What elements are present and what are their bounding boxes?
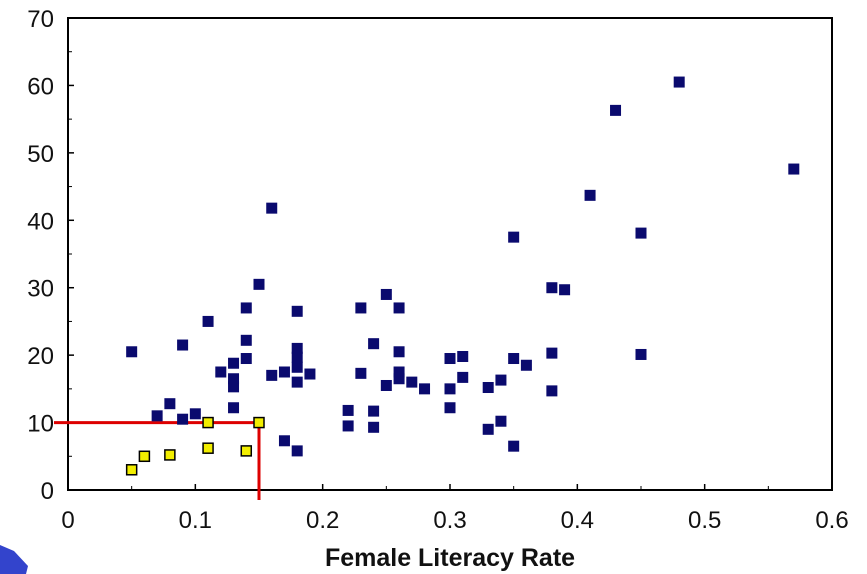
data-point	[240, 334, 252, 346]
data-point	[635, 227, 647, 239]
data-point	[495, 374, 507, 386]
data-point	[342, 404, 354, 416]
data-point	[393, 373, 405, 385]
data-point	[177, 413, 189, 425]
data-point	[278, 435, 290, 447]
y-tick-label: 0	[41, 478, 54, 505]
data-point	[406, 376, 418, 388]
y-tick-label: 40	[27, 208, 54, 235]
y-tick-label: 30	[27, 276, 54, 303]
data-point	[482, 423, 494, 435]
data-point	[202, 315, 214, 327]
y-tick-label: 50	[27, 141, 54, 168]
data-point	[457, 371, 469, 383]
x-tick-label: 0.5	[688, 507, 721, 534]
data-point	[215, 366, 227, 378]
x-tick-label: 0	[61, 507, 74, 534]
data-point	[673, 76, 685, 88]
data-point	[546, 385, 558, 397]
data-point	[380, 379, 392, 391]
plot-decoration	[0, 545, 28, 574]
x-tick-label: 0.3	[433, 507, 466, 534]
highlight-data-point	[164, 449, 176, 461]
data-point	[444, 353, 456, 365]
data-points	[125, 76, 800, 476]
data-point	[559, 284, 571, 296]
data-point	[266, 369, 278, 381]
y-tick-label: 70	[27, 6, 54, 33]
data-point	[304, 368, 316, 380]
data-point	[546, 282, 558, 294]
data-point	[240, 353, 252, 365]
x-tick-label: 0.4	[561, 507, 594, 534]
data-point	[177, 339, 189, 351]
data-point	[291, 342, 303, 354]
data-point	[508, 231, 520, 243]
data-point	[380, 288, 392, 300]
x-tick-label: 0.1	[179, 507, 212, 534]
data-point	[444, 383, 456, 395]
y-tick-label: 60	[27, 73, 54, 100]
data-point	[635, 348, 647, 360]
data-point	[291, 305, 303, 317]
data-point	[151, 410, 163, 422]
x-tick-label: 0.2	[306, 507, 339, 534]
data-point	[508, 353, 520, 365]
x-axis-title: Female Literacy Rate	[325, 544, 575, 572]
data-point	[189, 408, 201, 420]
data-point	[444, 402, 456, 414]
data-point	[278, 366, 290, 378]
highlight-data-point	[138, 450, 151, 463]
data-point	[393, 366, 405, 378]
highlight-data-point	[253, 416, 265, 429]
data-point	[546, 347, 558, 359]
data-point	[240, 302, 252, 314]
data-point	[788, 163, 800, 175]
data-point	[266, 202, 278, 214]
data-point	[291, 361, 303, 373]
data-point	[228, 357, 240, 369]
data-point	[355, 367, 367, 379]
data-point	[610, 104, 622, 116]
data-point	[126, 346, 138, 358]
blue-corner-shape	[0, 545, 28, 574]
highlight-data-point	[125, 464, 138, 476]
data-point	[419, 383, 431, 395]
reference-lines	[54, 421, 261, 500]
data-point	[508, 440, 520, 452]
data-point	[253, 278, 265, 290]
data-point	[393, 346, 405, 358]
data-point	[368, 338, 380, 350]
data-point	[520, 359, 532, 371]
data-point	[228, 381, 240, 393]
data-point	[291, 376, 303, 388]
data-point	[457, 350, 469, 362]
y-axis: 0 10 20 30 40 50 60 70	[27, 6, 74, 505]
data-point	[584, 189, 596, 201]
highlight-data-point	[240, 445, 253, 457]
y-tick-label: 10	[27, 411, 54, 438]
data-point	[368, 421, 380, 433]
data-point	[495, 415, 507, 427]
data-point	[368, 405, 380, 417]
x-tick-label: 0.6	[815, 507, 848, 534]
data-point	[291, 351, 303, 363]
data-point	[228, 402, 240, 414]
highlight-data-point	[202, 442, 214, 454]
data-point	[342, 420, 354, 432]
data-point	[393, 302, 405, 314]
data-point	[228, 373, 240, 385]
highlight-data-point	[202, 416, 214, 429]
data-point	[291, 445, 303, 457]
x-axis: 0 0.1 0.2 0.3 0.4 0.5 0.6	[61, 484, 849, 534]
data-point	[164, 398, 176, 410]
data-point	[482, 382, 494, 394]
data-point	[355, 302, 367, 314]
y-tick-label: 20	[27, 343, 54, 370]
